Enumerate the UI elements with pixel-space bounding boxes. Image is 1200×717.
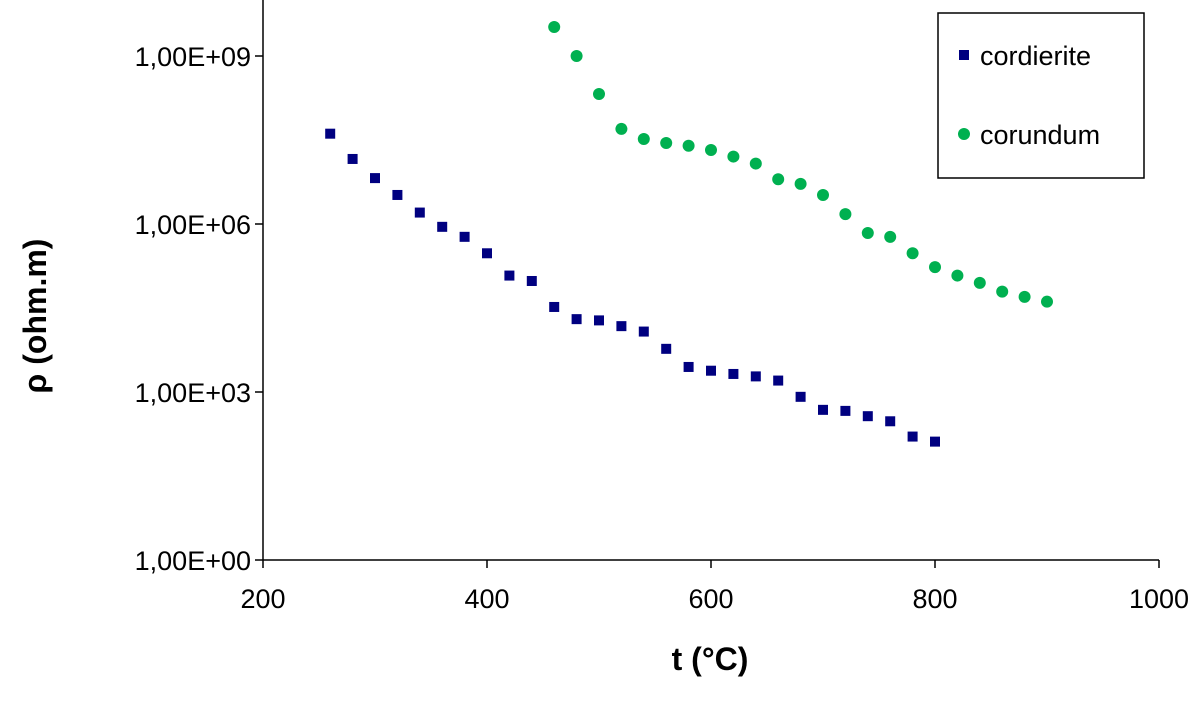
marker [370,173,380,184]
marker [794,177,807,190]
marker [1018,290,1031,303]
y-axis-label: ρ (ohm.m) [17,239,53,394]
marker [548,20,561,33]
marker [818,404,828,415]
marker [616,321,627,332]
marker [637,132,650,145]
marker [907,431,918,442]
marker [661,343,672,354]
legend-label: cordierite [980,41,1091,71]
marker [885,416,896,427]
marker [459,231,470,242]
marker [594,315,604,326]
legend-box [937,12,1145,179]
marker [325,128,336,139]
marker [728,368,739,379]
x-tick-label: 1000 [1129,584,1189,614]
x-tick-label: 200 [240,584,285,614]
y-tick-label: 1,00E+00 [135,546,251,576]
y-tick-label: 1,00E+03 [135,378,251,408]
marker [593,87,605,100]
marker [1041,295,1053,308]
x-tick-label: 400 [464,584,509,614]
marker [549,301,560,312]
marker [526,275,537,286]
y-tick-label: 1,00E+06 [135,210,251,240]
marker [414,207,425,218]
marker [482,248,492,259]
y-tick-label: 1,00E+09 [135,42,251,72]
marker [884,230,897,243]
x-axis-label: t (°C) [672,641,749,677]
marker [504,270,515,281]
x-tick-label: 800 [912,584,957,614]
marker [705,143,717,156]
marker [930,436,940,447]
legend-marker [959,50,969,60]
marker [795,391,806,402]
marker [638,326,649,337]
marker [951,269,964,282]
marker [660,136,673,149]
marker [817,188,829,201]
marker [727,150,740,163]
marker [839,208,852,221]
marker [996,285,1009,298]
marker [749,157,762,170]
marker [571,314,582,325]
marker [929,261,941,274]
marker [437,221,448,232]
marker [615,122,628,135]
marker [861,227,874,240]
marker [773,375,784,386]
legend-marker [958,128,970,140]
marker [570,50,583,62]
marker [683,361,694,372]
marker [706,365,716,376]
marker [772,173,785,186]
marker [973,276,986,289]
marker [862,411,873,422]
marker [906,247,919,260]
x-tick-label: 600 [688,584,733,614]
marker [347,153,358,164]
marker [682,139,695,152]
marker [750,371,761,382]
marker [392,189,403,200]
marker [840,405,851,416]
legend-label: corundum [980,120,1100,150]
